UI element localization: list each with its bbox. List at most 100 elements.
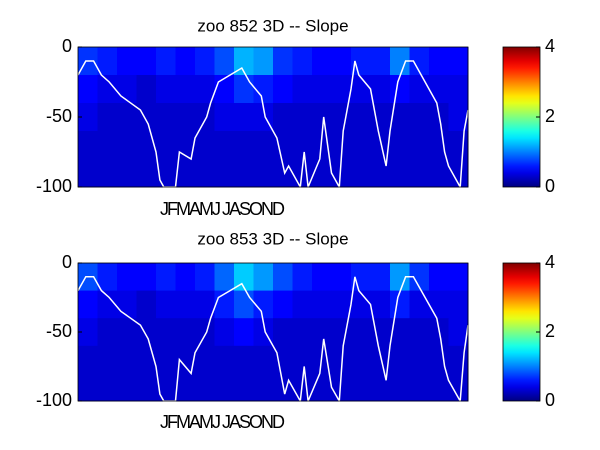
heatmap-cell (195, 263, 215, 292)
heatmap-cell (97, 47, 118, 76)
heatmap-cell (273, 47, 293, 76)
y-tick-label: -50 (46, 106, 72, 126)
heatmap-cell (97, 373, 118, 402)
heatmap-cell (409, 47, 430, 76)
heatmap-cell (331, 47, 352, 76)
heatmap-cell (390, 131, 410, 160)
heatmap-cell (448, 290, 469, 319)
colorbar-tick-label: 2 (545, 321, 555, 341)
heatmap-cell (234, 373, 254, 402)
heatmap-cell (117, 159, 137, 188)
heatmap-cell (351, 373, 371, 402)
heatmap-cell (409, 373, 430, 402)
heatmap-cell (273, 318, 293, 347)
colorbar (502, 46, 541, 188)
heatmap-cell (253, 159, 274, 188)
heatmap-cell (156, 263, 176, 292)
heatmap-cell (175, 75, 196, 104)
heatmap-cell (175, 290, 196, 319)
heatmap-cell (409, 345, 430, 374)
heatmap-cell (195, 159, 215, 188)
heatmap-cell (156, 131, 176, 160)
heatmap-cell (214, 159, 235, 188)
heatmap-cell (195, 131, 215, 160)
heatmap-cell (351, 290, 371, 319)
heatmap-cell (409, 159, 430, 188)
heatmap-cell (370, 47, 391, 76)
heatmap-cell (292, 131, 313, 160)
heatmap-cell (429, 263, 449, 292)
heatmap-cell (273, 263, 293, 292)
heatmap-cell (273, 75, 293, 104)
heatmap-cell (312, 47, 332, 76)
panel: zoo 853 3D -- Slope 0 -50 -100 JFMAMJ JASOND… (36, 229, 555, 431)
heatmap-cell (234, 75, 254, 104)
heatmap-cell (390, 159, 410, 188)
heatmap-cell (214, 103, 235, 132)
heatmap-cell (117, 47, 137, 76)
colorbar-tick-label: 4 (545, 252, 555, 272)
panel: zoo 852 3D -- Slope 0 -50 -100 JFMAMJ JASOND… (36, 16, 555, 218)
heatmap-cell (136, 373, 157, 402)
heatmap-cell (370, 373, 391, 402)
heatmap-cell (331, 318, 352, 347)
heatmap-cell (253, 131, 274, 160)
heatmap-cell (448, 131, 469, 160)
heatmap-cell (117, 290, 137, 319)
heatmap-cell (136, 47, 157, 76)
heatmap-cell (409, 131, 430, 160)
heatmap-cell (292, 47, 313, 76)
heatmap-cell (175, 159, 196, 188)
heatmap-cell (351, 131, 371, 160)
heatmap-cell (370, 345, 391, 374)
heatmap-cell (253, 373, 274, 402)
heatmap-cell (292, 263, 313, 292)
heatmap-cell (253, 290, 274, 319)
heatmap-cell (117, 75, 137, 104)
heatmap-cell (136, 263, 157, 292)
colorbar-tick-label: 0 (545, 176, 555, 196)
heatmap-cell (234, 263, 254, 292)
y-tick-label: -100 (36, 176, 72, 196)
heatmap-cell (370, 103, 391, 132)
heatmap-cell (448, 263, 469, 292)
heatmap-cell (409, 318, 430, 347)
heatmap-cell (156, 318, 176, 347)
heatmap-cell (351, 345, 371, 374)
heatmap-cell (156, 345, 176, 374)
heatmap-cell (253, 345, 274, 374)
chart-title: zoo 853 3D -- Slope (197, 229, 348, 248)
heatmap-cell (78, 290, 98, 319)
heatmap-cell (117, 263, 137, 292)
heatmap-cell (331, 75, 352, 104)
heatmap-cell (234, 159, 254, 188)
colorbar-tick-label: 4 (545, 36, 555, 56)
y-tick-label: -100 (36, 390, 72, 410)
heatmap-cell (234, 131, 254, 160)
heatmap-cell (195, 103, 215, 132)
heatmap-cell (195, 47, 215, 76)
heatmap-cell (312, 75, 332, 104)
heatmap-cell (78, 75, 98, 104)
heatmap-cell (429, 47, 449, 76)
heatmap-cell (195, 75, 215, 104)
heatmap-cell (390, 47, 410, 76)
heatmap-cell (351, 75, 371, 104)
heatmap-cell (312, 263, 332, 292)
heatmap-cell (97, 103, 118, 132)
heatmap-cell (214, 263, 235, 292)
heatmap-cell (214, 318, 235, 347)
heatmap-cell (273, 345, 293, 374)
heatmap-cell (292, 103, 313, 132)
heatmap-cell (370, 159, 391, 188)
heatmap-cell (175, 318, 196, 347)
y-tick-label: 0 (62, 36, 72, 56)
heatmap-cell (78, 131, 98, 160)
heatmap-cell (351, 318, 371, 347)
heatmap-cell (390, 318, 410, 347)
heatmap-cell (78, 373, 98, 402)
heatmap-cell (448, 345, 469, 374)
heatmap-cell (136, 103, 157, 132)
heatmap-cell (117, 131, 137, 160)
heatmap-cell (429, 75, 449, 104)
